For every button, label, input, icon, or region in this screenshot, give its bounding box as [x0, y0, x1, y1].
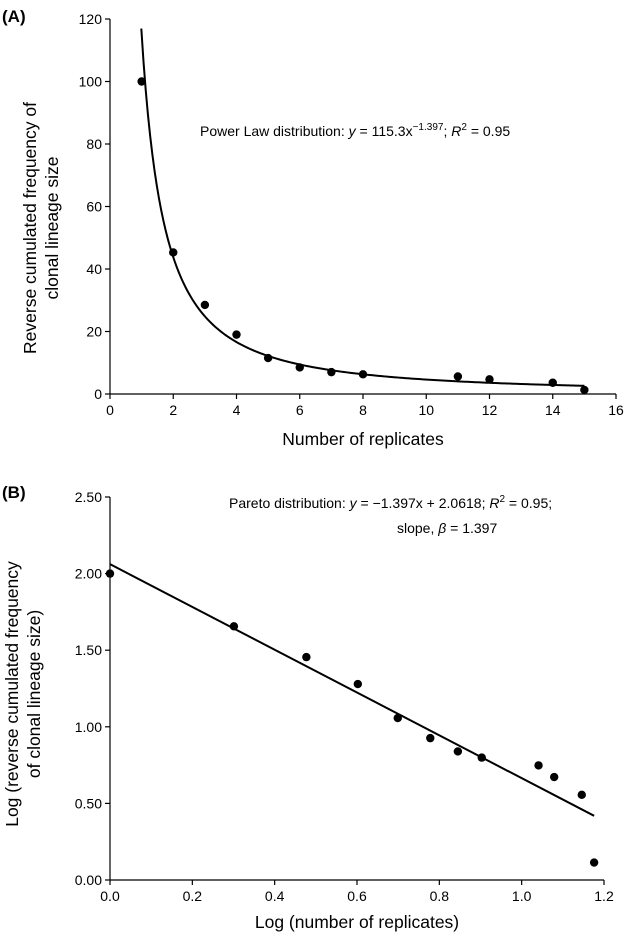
chart-b-annotation-slope-prefix: slope,: [397, 520, 438, 536]
b-y-tick-label: 2.50: [75, 489, 102, 505]
a-x-tick-label: 6: [296, 402, 304, 418]
a-data-point: [327, 367, 336, 377]
a-y-tick-label: 100: [79, 74, 103, 90]
b-data-point: [393, 713, 402, 723]
chart-b-annotation-beta: β: [437, 520, 446, 536]
chart-b-y-axis-label-line1: Log (reverse cumulated frequency: [2, 561, 22, 827]
chart-b-annotation-y: y: [349, 495, 358, 511]
chart-a-annotation-exponent: −1.397: [413, 122, 444, 133]
chart-a-x-tick-labels: 0 2 4 6 8 10 12 14 16: [106, 402, 624, 418]
chart-a-annotation-y: y: [348, 123, 357, 139]
a-x-tick-label: 10: [418, 402, 434, 418]
chart-a-y-tick-labels: 0 20 40 60 80 100 120: [79, 11, 103, 402]
b-x-tick-label: 1.2: [594, 888, 614, 904]
a-x-tick-label: 8: [359, 402, 367, 418]
b-x-tick-label: 0.0: [100, 888, 120, 904]
chart-b-x-tick-labels: 0.0 0.2 0.4 0.6 0.8 1.0 1.2: [100, 888, 614, 904]
chart-a-annotation-r: R: [451, 123, 461, 139]
b-x-tick-label: 0.2: [183, 888, 203, 904]
chart-a-annotation-prefix: Power Law distribution:: [200, 123, 349, 139]
b-data-point: [549, 772, 559, 782]
b-y-tick-label: 2.00: [75, 566, 102, 582]
chart-b-x-axis-label: Log (number of replicates): [255, 912, 459, 932]
chart-b-fit-line: [109, 563, 595, 817]
chart-b-axes: [105, 496, 605, 885]
a-y-tick-label: 120: [79, 11, 103, 27]
chart-b-annotation-r: R: [489, 495, 499, 511]
b-data-point: [229, 622, 239, 631]
a-data-point: [169, 248, 178, 257]
chart-a-annotation: Power Law distribution: y = 115.3x−1.397…: [200, 122, 510, 139]
chart-a-axes: [105, 18, 617, 399]
chart-b-annotation-slope-rest: = 1.397: [446, 520, 497, 536]
a-data-point: [358, 370, 368, 379]
chart-b-annotation-line2: slope, β = 1.397: [397, 520, 497, 536]
a-x-tick-label: 0: [106, 402, 114, 418]
b-data-point: [589, 858, 599, 867]
b-y-tick-label: 0.00: [75, 872, 102, 888]
a-data-point: [580, 385, 589, 395]
chart-b-annotation-prefix: Pareto distribution:: [229, 495, 350, 511]
a-data-point: [485, 375, 494, 384]
b-y-tick-label: 1.50: [75, 642, 102, 658]
a-y-tick-label: 0: [94, 386, 102, 402]
b-x-tick-label: 0.4: [265, 888, 285, 904]
b-data-point: [534, 761, 543, 770]
b-y-tick-label: 1.00: [75, 719, 102, 735]
chart-a-points: [137, 77, 589, 395]
b-y-tick-label: 0.50: [75, 795, 102, 811]
a-x-tick-label: 4: [233, 402, 241, 418]
chart-a: (A) 0 2 4 6 8 10 12 14 16 0 20 40 60 80 100 120 Number…: [2, 7, 624, 449]
chart-a-annotation-sep: ;: [443, 123, 451, 139]
a-data-point: [295, 363, 304, 372]
b-data-point: [477, 753, 486, 762]
a-data-point: [200, 300, 210, 310]
chart-b-y-axis-label-line2: of clonal lineage size): [24, 610, 44, 778]
chart-a-fit-curve: [140, 28, 585, 387]
a-y-tick-label: 20: [86, 324, 102, 340]
chart-a-y-axis-label-line2: clonal lineage size: [42, 156, 62, 299]
chart-b-annotation-line1: Pareto distribution: y = −1.397x + 2.061…: [229, 494, 552, 511]
b-x-tick-label: 0.8: [430, 888, 450, 904]
panel-label-b: (B): [2, 483, 26, 502]
b-data-point: [577, 790, 586, 800]
a-y-tick-label: 60: [86, 199, 102, 215]
b-data-point: [105, 569, 115, 578]
chart-a-x-axis-label: Number of replicates: [282, 429, 444, 449]
b-data-point: [453, 747, 463, 756]
a-data-point: [453, 372, 463, 381]
chart-a-annotation-equation: = 115.3x: [356, 123, 413, 139]
chart-b-points: [105, 569, 599, 867]
a-data-point: [232, 330, 241, 339]
a-data-point: [137, 77, 146, 86]
a-y-tick-label: 80: [86, 136, 102, 152]
a-x-tick-label: 16: [608, 402, 624, 418]
b-x-tick-label: 0.6: [347, 888, 367, 904]
chart-b-annotation-r-sup: 2: [499, 494, 505, 505]
chart-a-annotation-r-sup: 2: [461, 122, 467, 133]
chart-b-annotation-equation: = −1.397x + 2.0618;: [357, 495, 490, 511]
chart-a-annotation-r-rest: = 0.95: [467, 123, 510, 139]
a-data-point: [548, 378, 557, 387]
a-x-tick-label: 12: [482, 402, 498, 418]
b-data-point: [353, 679, 363, 689]
b-data-point: [302, 652, 311, 662]
chart-b-annotation-r-rest: = 0.95;: [505, 495, 552, 511]
a-y-tick-label: 40: [86, 261, 102, 277]
b-data-point: [426, 733, 435, 743]
a-data-point: [263, 353, 273, 363]
chart-b-y-tick-labels: 0.00 0.50 1.00 1.50 2.00 2.50: [75, 489, 102, 888]
b-x-tick-label: 1.0: [512, 888, 532, 904]
chart-a-y-axis-label-line1: Reverse cumulated frequency of: [20, 102, 40, 354]
a-x-tick-label: 2: [169, 402, 177, 418]
panel-label-a: (A): [2, 7, 26, 26]
chart-b: (B) 0.0 0.2 0.4 0.6 0.8 1.0 1.2 0.00 0.50 1.00 1.…: [2, 483, 614, 932]
a-x-tick-label: 14: [545, 402, 561, 418]
